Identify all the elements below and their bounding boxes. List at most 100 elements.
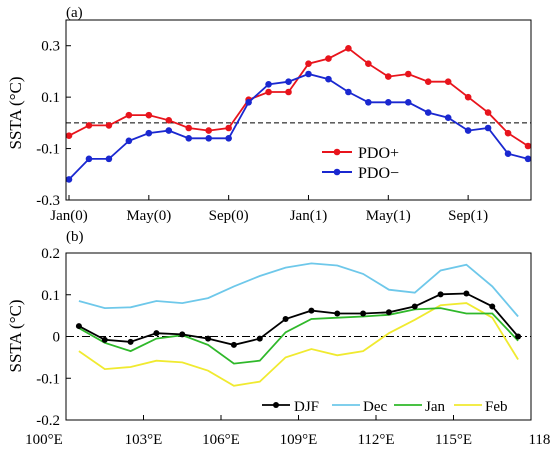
point-pdo-plus <box>424 78 432 86</box>
point-djf <box>153 330 160 337</box>
legend-label-jan: Jan <box>425 399 445 415</box>
legend-label-pdo-plus: PDO+ <box>358 145 399 162</box>
y-tick-label-b: 0.1 <box>41 288 60 304</box>
point-pdo-minus <box>85 155 93 163</box>
point-djf <box>463 290 470 297</box>
series-line-pdo-minus <box>68 73 529 181</box>
series-line-jan <box>78 307 519 365</box>
x-tick-label-a: Jan(0) <box>50 208 88 224</box>
point-pdo-minus <box>305 70 312 78</box>
point-pdo-minus <box>325 75 332 83</box>
point-pdo-plus <box>85 122 93 129</box>
x-tick-label-a: May(0) <box>126 208 171 224</box>
x-tick-label-a: Sep(0) <box>209 208 249 224</box>
point-djf <box>334 310 341 317</box>
point-djf <box>205 335 212 342</box>
point-pdo-minus <box>125 137 133 145</box>
series-line-pdo-plus <box>68 47 529 147</box>
point-djf <box>360 310 367 317</box>
point-pdo-plus <box>385 73 392 80</box>
legend-b: DJF Dec Jan Feb <box>262 399 508 415</box>
x-tick-label-b: 118°E <box>528 432 550 448</box>
point-djf <box>230 341 237 348</box>
x-tick-label-b: 109°E <box>280 432 318 448</box>
y-tick-label-b: -0.1 <box>36 371 60 387</box>
point-pdo-minus <box>145 129 153 137</box>
y-tick-label-b: -0.2 <box>36 413 60 429</box>
legend-marker-pdo-plus <box>333 148 341 156</box>
point-pdo-plus <box>105 122 113 129</box>
point-pdo-plus <box>225 124 232 132</box>
legend-label-djf: DJF <box>294 399 319 415</box>
legend-label-pdo-minus: PDO− <box>358 165 399 182</box>
x-tick-label-b: 115°E <box>435 432 472 448</box>
point-pdo-minus <box>205 134 212 142</box>
axes-a: -0.3 -0.1 0.1 0.3 Jan(0) May(0) Sep(0) Jan(1) Ma… <box>36 19 532 224</box>
point-pdo-plus <box>185 124 193 132</box>
point-pdo-plus <box>404 70 412 78</box>
axes-b: -0.2 -0.1 0 0.1 0.2 100°E 103°E 106°E 109°E 112°E… <box>25 246 550 448</box>
legend-label-feb: Feb <box>485 399 508 415</box>
point-djf <box>179 331 186 338</box>
y-tick-label-a: 0.1 <box>41 90 60 106</box>
point-pdo-plus <box>205 127 212 134</box>
y-axis-label-b: SSTA (°C) <box>6 300 25 373</box>
point-pdo-plus <box>524 142 532 150</box>
point-pdo-minus <box>185 134 193 142</box>
point-pdo-minus <box>105 155 113 163</box>
point-djf <box>127 338 134 345</box>
x-tick-label-b: 106°E <box>202 432 240 448</box>
point-pdo-plus <box>265 88 272 96</box>
legend-a: PDO+ PDO− <box>322 145 399 182</box>
point-pdo-minus <box>165 127 173 134</box>
panel-a: (a) SSTA (°C) -0.3 -0.1 0.1 0.3 Jan(0) May(0)… <box>6 5 532 224</box>
point-pdo-plus <box>285 88 292 96</box>
point-pdo-minus <box>464 127 472 134</box>
point-pdo-minus <box>345 88 352 96</box>
point-pdo-minus <box>484 124 492 132</box>
point-pdo-minus <box>365 98 372 106</box>
point-pdo-minus <box>245 98 252 106</box>
point-djf <box>385 309 392 316</box>
y-tick-label-a: -0.3 <box>36 193 60 209</box>
panel-label-b: (b) <box>66 229 84 245</box>
series-group-a <box>65 44 532 183</box>
point-pdo-plus <box>145 111 153 119</box>
point-pdo-plus <box>305 60 312 68</box>
point-pdo-minus <box>424 109 432 116</box>
panel-label-a: (a) <box>66 5 83 21</box>
legend-marker-pdo-minus <box>333 168 341 176</box>
point-pdo-plus <box>464 93 472 101</box>
y-tick-label-b: 0.2 <box>41 246 60 262</box>
point-pdo-minus <box>385 98 392 106</box>
series-line-feb <box>78 302 519 387</box>
point-pdo-plus <box>65 132 73 140</box>
point-djf <box>75 323 82 330</box>
point-pdo-plus <box>125 111 133 119</box>
panel-b: (b) SSTA (°C) -0.2 -0.1 0 0.1 0.2 100°E 103°E 1… <box>6 229 550 448</box>
point-djf <box>101 336 108 343</box>
x-tick-label-a: May(1) <box>366 208 411 224</box>
point-pdo-plus <box>444 78 452 86</box>
point-pdo-minus <box>225 134 232 142</box>
point-pdo-minus <box>265 80 272 88</box>
x-tick-label-b: 112°E <box>357 432 394 448</box>
y-tick-label-a: -0.1 <box>36 142 60 158</box>
series-group-b <box>75 262 522 387</box>
point-pdo-plus <box>345 44 352 52</box>
point-pdo-plus <box>165 116 173 124</box>
point-djf <box>489 303 496 310</box>
point-pdo-minus <box>285 78 292 86</box>
point-djf <box>282 315 289 322</box>
legend-label-dec: Dec <box>363 399 387 415</box>
point-djf <box>411 303 418 310</box>
point-pdo-minus <box>504 150 512 158</box>
y-tick-label-b: 0 <box>53 330 61 346</box>
series-line-dec <box>78 262 519 318</box>
point-pdo-minus <box>444 114 452 122</box>
y-tick-label-a: 0.3 <box>41 39 60 55</box>
point-pdo-minus <box>404 98 412 106</box>
x-tick-label-b: 100°E <box>25 432 63 448</box>
y-axis-label-a: SSTA (°C) <box>6 77 25 150</box>
